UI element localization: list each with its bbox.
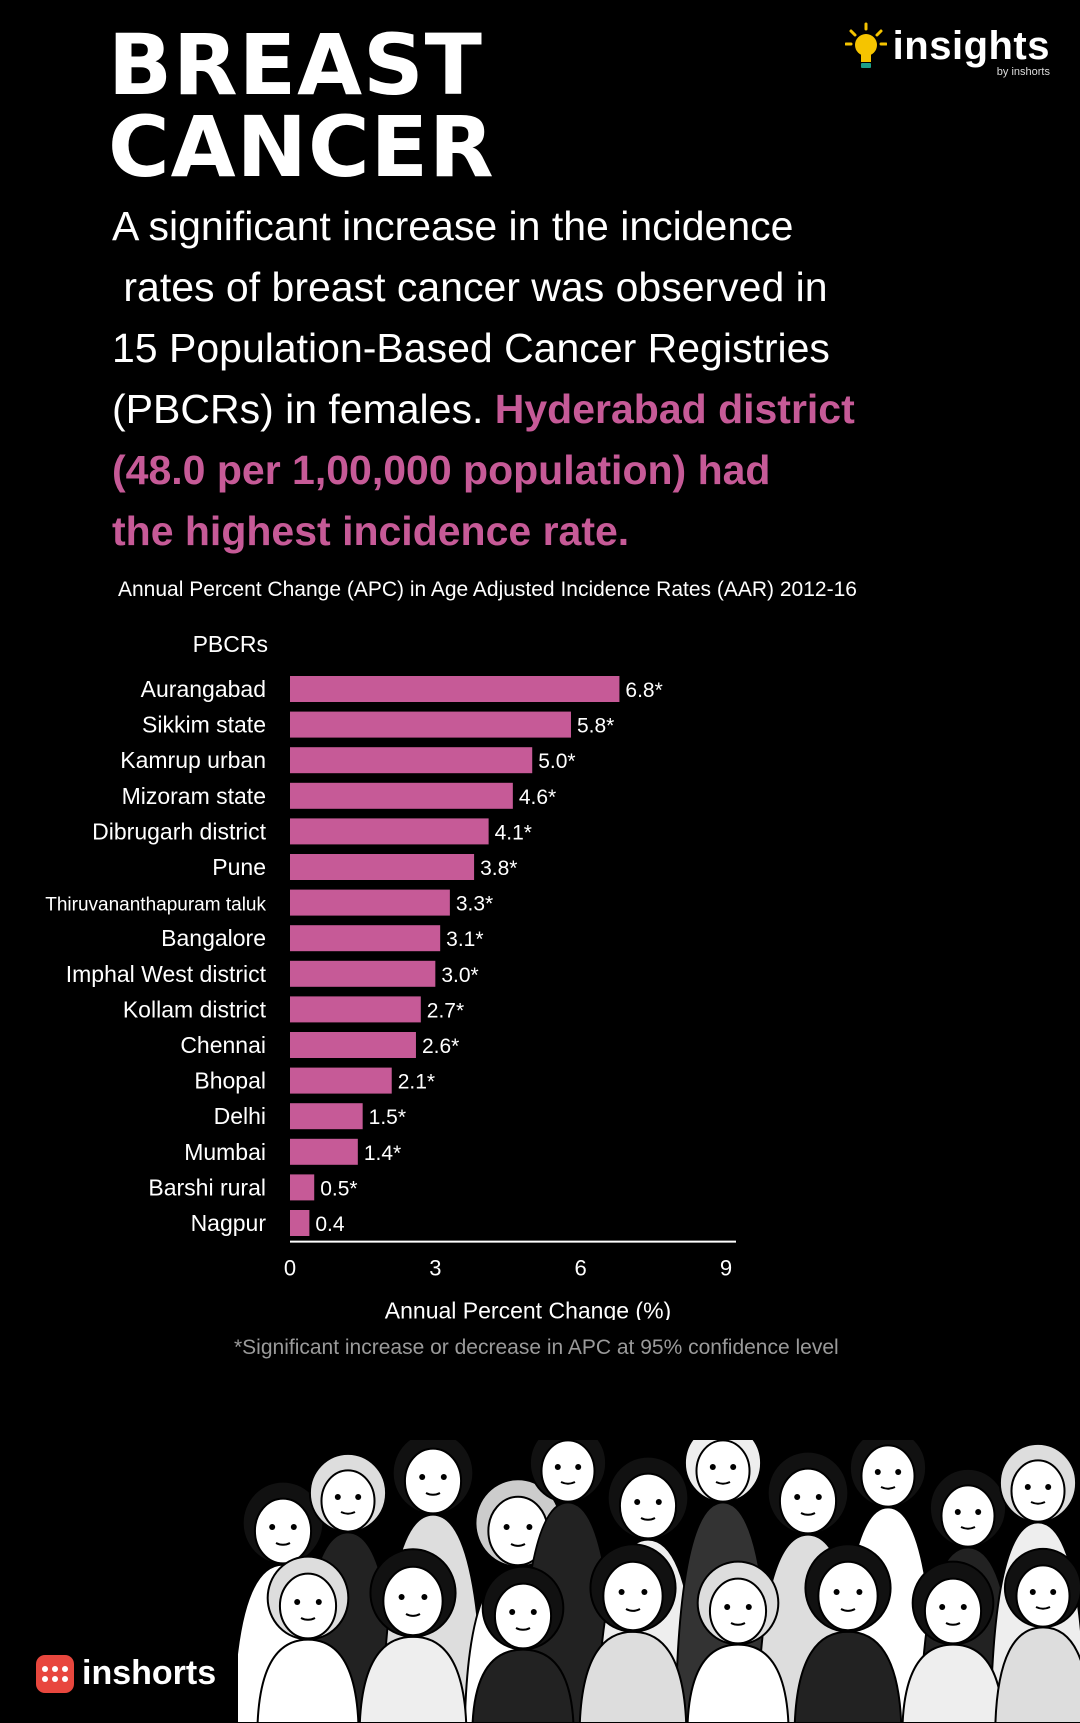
bar xyxy=(290,925,441,952)
x-tick-label: 3 xyxy=(429,1256,441,1281)
intro-line-3: 15 Population-Based Cancer Registries xyxy=(112,325,830,371)
woman-figure xyxy=(471,1565,575,1723)
category-axis-title: PBCRs xyxy=(193,631,268,657)
data-label: 3.3* xyxy=(456,893,493,916)
bar xyxy=(290,1210,310,1236)
brand-wordmark: inshorts xyxy=(82,1654,217,1692)
data-label: 1.4* xyxy=(364,1142,401,1165)
data-label: 0.4 xyxy=(315,1213,345,1236)
chart-title: Annual Percent Change (APC) in Age Adjus… xyxy=(118,578,857,601)
x-tick-label: 9 xyxy=(720,1256,732,1281)
category-label: Mumbai xyxy=(184,1139,266,1165)
bar-chart: PBCRs Aurangabad 6.8* Sikkim state 5.8* Kamru… xyxy=(45,631,736,1320)
bars-layer: PBCRs Aurangabad 6.8* Sikkim state 5.8* Kamru… xyxy=(45,631,736,1320)
data-label: 2.6* xyxy=(422,1035,459,1058)
data-label: 6.8* xyxy=(625,679,662,702)
data-label: 5.8* xyxy=(577,715,614,738)
data-label: 3.8* xyxy=(480,857,517,880)
category-label: Dibrugarh district xyxy=(92,818,266,844)
intro-line-2: rates of breast cancer was observed in xyxy=(112,264,828,310)
data-label: 3.0* xyxy=(441,964,478,987)
bar xyxy=(290,1067,392,1094)
category-label: Kollam district xyxy=(123,996,267,1022)
title-line-1: BREAST xyxy=(108,16,483,114)
woman-figure xyxy=(578,1543,688,1723)
data-label: 3.1* xyxy=(446,928,483,951)
category-label: Sikkim state xyxy=(142,712,266,738)
crowd-of-women-illustration xyxy=(238,1440,1080,1723)
page-title: BREAST CANCER xyxy=(108,16,495,196)
category-label: Pune xyxy=(212,854,266,880)
intro-line-1: A significant increase in the incidence xyxy=(112,203,794,249)
data-label: 2.7* xyxy=(427,999,464,1022)
bar xyxy=(290,782,513,809)
bar xyxy=(290,1103,363,1130)
intro-line-4: (PBCRs) in females. xyxy=(112,386,495,432)
inshorts-logo-icon xyxy=(36,1654,74,1693)
inshorts-brand: inshorts xyxy=(36,1654,216,1693)
bar xyxy=(290,960,436,987)
bar xyxy=(290,747,533,774)
bar xyxy=(290,676,620,702)
insights-logo: insights by inshorts xyxy=(844,22,1050,78)
woman-figure xyxy=(256,1555,360,1723)
data-label: 4.6* xyxy=(519,786,556,809)
bar xyxy=(290,1032,416,1058)
data-label: 0.5* xyxy=(320,1177,357,1200)
intro-paragraph: A significant increase in the incidence … xyxy=(112,196,1012,562)
woman-figure xyxy=(901,1560,1005,1723)
category-label: Barshi rural xyxy=(148,1174,266,1200)
bar xyxy=(290,1138,358,1165)
title-line-2: CANCER xyxy=(108,98,495,196)
woman-figure xyxy=(793,1543,903,1723)
woman-figure xyxy=(358,1548,468,1723)
category-label: Imphal West district xyxy=(66,961,267,987)
woman-figure xyxy=(686,1560,790,1723)
category-label: Aurangabad xyxy=(141,676,266,702)
intro-highlight-2: (48.0 per 1,00,000 population) had xyxy=(112,447,771,493)
category-label: Delhi xyxy=(214,1103,266,1129)
bar xyxy=(290,996,421,1023)
logo-byline: by inshorts xyxy=(996,66,1050,78)
category-label: Bangalore xyxy=(161,925,266,951)
category-label: Nagpur xyxy=(191,1210,267,1236)
bar xyxy=(290,711,571,738)
category-label: Chennai xyxy=(180,1032,266,1058)
bar xyxy=(290,1174,315,1201)
category-label: Thiruvananthapuram taluk xyxy=(45,895,266,916)
intro-highlight-1: Hyderabad district xyxy=(494,386,855,432)
lightbulb-icon xyxy=(844,22,887,68)
bar xyxy=(290,854,475,880)
bar xyxy=(290,818,489,845)
data-label: 2.1* xyxy=(398,1071,435,1094)
woman-figure xyxy=(994,1547,1080,1723)
bar xyxy=(290,889,450,916)
x-tick-label: 0 xyxy=(284,1256,296,1281)
x-axis-title: Annual Percent Change (%) xyxy=(385,1298,671,1320)
chart-footnote: *Significant increase or decrease in APC… xyxy=(234,1336,839,1359)
data-label: 1.5* xyxy=(369,1106,406,1129)
category-label: Bhopal xyxy=(194,1068,266,1094)
data-label: 4.1* xyxy=(495,821,532,844)
logo-wordmark: insights xyxy=(892,23,1050,68)
category-label: Mizoram state xyxy=(122,783,266,809)
category-label: Kamrup urban xyxy=(120,747,266,773)
intro-highlight-3: the highest incidence rate. xyxy=(112,508,630,554)
data-label: 5.0* xyxy=(538,750,575,773)
x-tick-label: 6 xyxy=(575,1256,587,1281)
